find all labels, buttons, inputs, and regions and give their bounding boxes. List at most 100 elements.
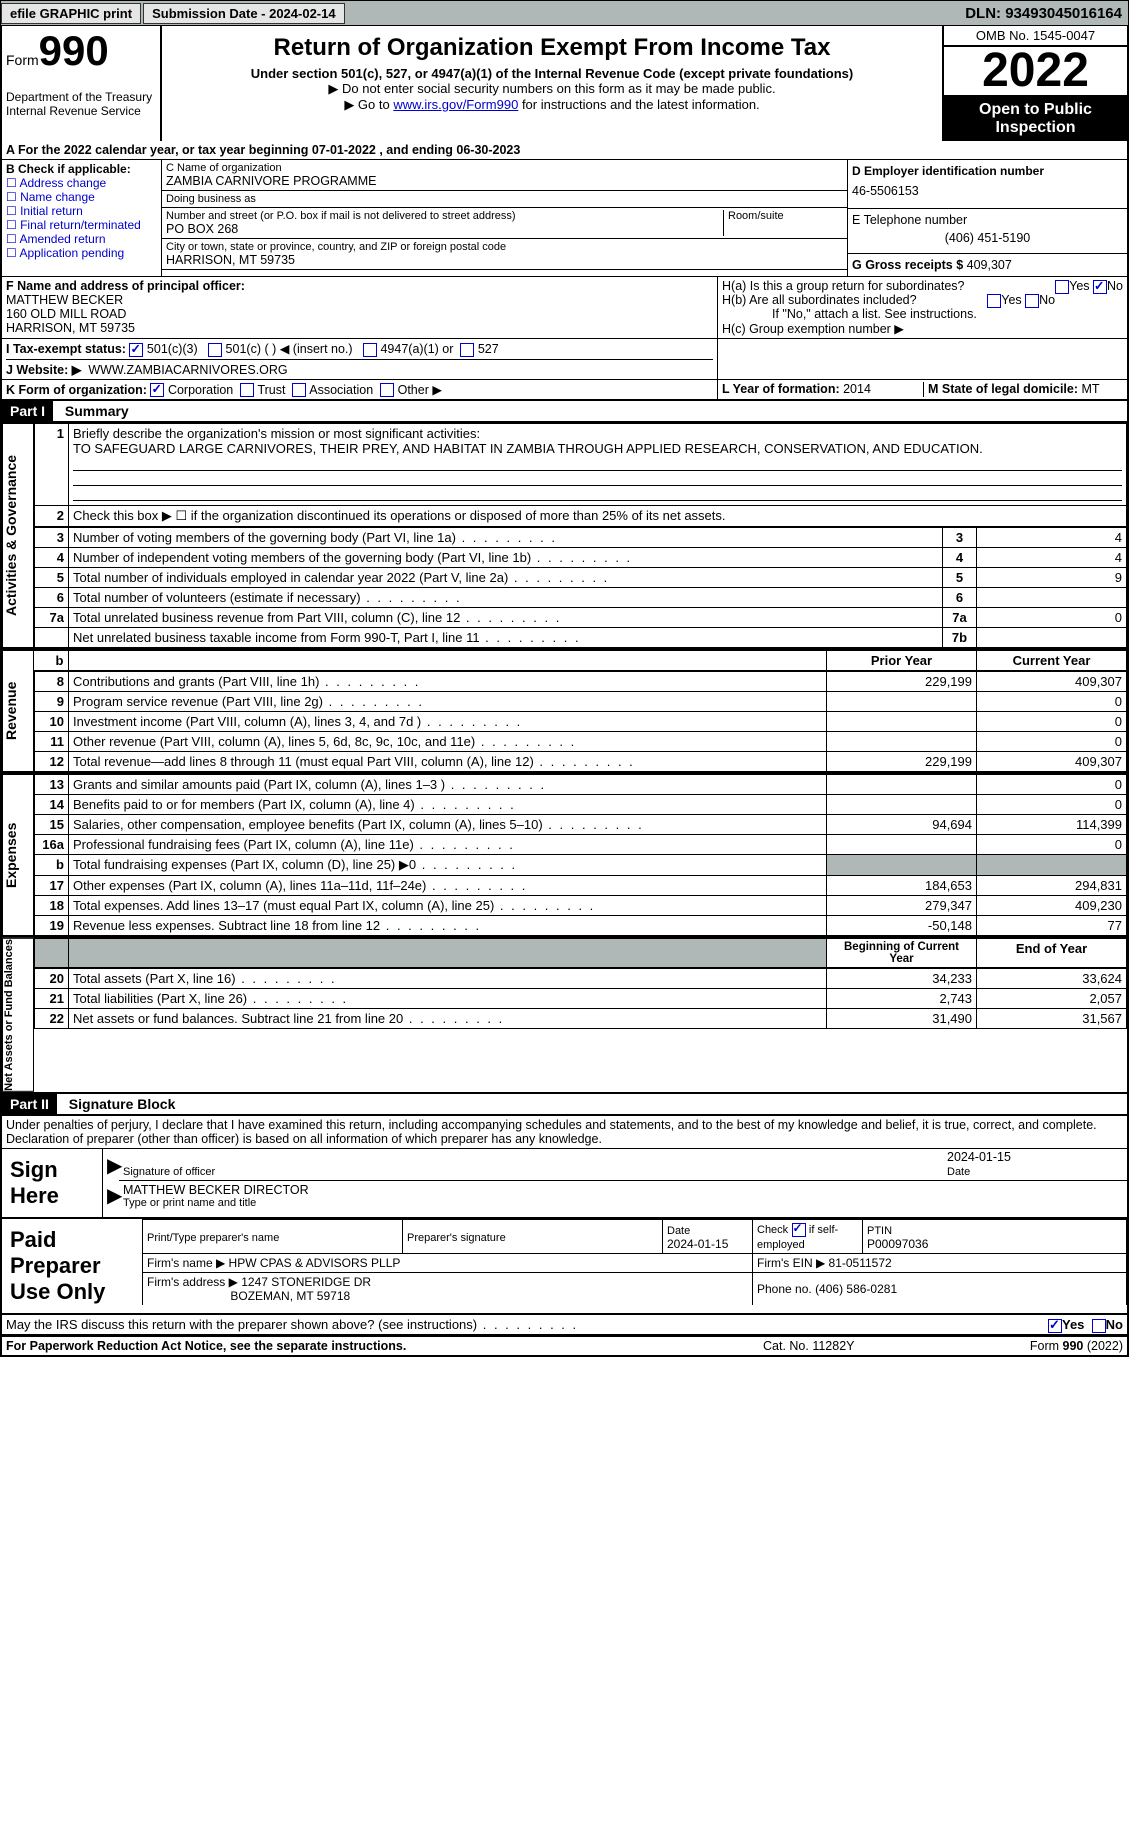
chk-name-change[interactable]: ☐ Name change [6, 190, 157, 204]
page-footer: For Paperwork Reduction Act Notice, see … [0, 1336, 1129, 1357]
net-assets-block: Net Assets or Fund Balances Beginning of… [0, 938, 1129, 1094]
j-website: J Website: ▶ WWW.ZAMBIACARNIVORES.ORG [6, 359, 713, 377]
e-phone-value: (406) 451-5190 [852, 227, 1123, 249]
hdr-prior-year: Prior Year [827, 651, 977, 671]
sig-officer-label: Signature of officer [123, 1166, 943, 1178]
chk-final-return[interactable]: ☐ Final return/terminated [6, 218, 157, 232]
table-row: 15Salaries, other compensation, employee… [35, 815, 1127, 835]
sign-here-label: Sign Here [2, 1149, 102, 1217]
part2-header: Part II Signature Block [0, 1094, 1129, 1116]
col-d-e-g: D Employer identification number 46-5506… [847, 160, 1127, 276]
irs-link[interactable]: www.irs.gov/Form990 [393, 97, 518, 112]
c-street-value: PO BOX 268 [166, 222, 723, 236]
i-501c-checkbox[interactable] [208, 343, 222, 357]
table-row: 14Benefits paid to or for members (Part … [35, 795, 1127, 815]
table-row: 16aProfessional fundraising fees (Part I… [35, 835, 1127, 855]
dln-label: DLN: 93493045016164 [965, 5, 1128, 22]
h-b-note: If "No," attach a list. See instructions… [722, 307, 1123, 321]
k-other-checkbox[interactable] [380, 383, 394, 397]
sig-arrow-icon: ▶ [107, 1153, 122, 1178]
d-ein-value: 46-5506153 [852, 178, 1123, 204]
h-a-row: H(a) Is this a group return for subordin… [722, 279, 1123, 293]
k-corp-checkbox[interactable] [150, 383, 164, 397]
row-f-h: F Name and address of principal officer:… [2, 276, 1127, 338]
may-yes-checkbox[interactable] [1048, 1319, 1062, 1333]
form-note-ssn: ▶ Do not enter social security numbers o… [168, 81, 936, 97]
l1-label: Briefly describe the organization's miss… [73, 426, 480, 441]
prep-phone: (406) 586-0281 [815, 1282, 897, 1296]
goto-prefix: ▶ Go to [344, 97, 393, 112]
table-row: 10Investment income (Part VIII, column (… [35, 712, 1127, 732]
table-row: 13Grants and similar amounts paid (Part … [35, 775, 1127, 795]
table-row: bTotal fundraising expenses (Part IX, co… [35, 855, 1127, 876]
c-city-value: HARRISON, MT 59735 [166, 253, 843, 267]
form-header: Form990 Department of the Treasury Inter… [0, 26, 1129, 141]
i-4947-checkbox[interactable] [363, 343, 377, 357]
col-b-checkboxes: B Check if applicable: ☐ Address change … [2, 160, 162, 276]
k-assoc-checkbox[interactable] [292, 383, 306, 397]
may-no-checkbox[interactable] [1092, 1319, 1106, 1333]
paid-preparer-block: Paid Preparer Use Only Print/Type prepar… [0, 1219, 1129, 1315]
submission-date-button[interactable]: Submission Date - 2024-02-14 [143, 3, 345, 24]
form-note-link: ▶ Go to www.irs.gov/Form990 for instruct… [168, 97, 936, 113]
l1-mission: TO SAFEGUARD LARGE CARNIVORES, THEIR PRE… [73, 441, 983, 456]
hb-no-checkbox[interactable] [1025, 294, 1039, 308]
chk-amended-return[interactable]: ☐ Amended return [6, 232, 157, 246]
tax-year: 2022 [944, 47, 1127, 97]
table-row: 8Contributions and grants (Part VIII, li… [35, 672, 1127, 692]
chk-application-pending[interactable]: ☐ Application pending [6, 246, 157, 260]
top-toolbar: efile GRAPHIC print Submission Date - 20… [0, 0, 1129, 26]
table-row: Net unrelated business taxable income fr… [35, 628, 1127, 648]
sig-arrow-icon-2: ▶ [107, 1183, 122, 1208]
form-subtitle: Under section 501(c), 527, or 4947(a)(1)… [168, 66, 936, 81]
i-527-checkbox[interactable] [460, 343, 474, 357]
chk-address-change[interactable]: ☐ Address change [6, 176, 157, 190]
d-ein-label: D Employer identification number [852, 164, 1123, 178]
prep-self-employed-checkbox[interactable] [792, 1223, 806, 1237]
part2-badge: Part II [2, 1094, 57, 1114]
ha-yes-checkbox[interactable] [1055, 280, 1069, 294]
part2-title: Signature Block [61, 1096, 176, 1112]
footer-catno: Cat. No. 11282Y [763, 1339, 963, 1353]
sig-date-label: Date [947, 1166, 970, 1178]
sig-declaration-text: Under penalties of perjury, I declare th… [2, 1116, 1127, 1149]
goto-suffix: for instructions and the latest informat… [518, 97, 759, 112]
row-a-tax-year: A For the 2022 calendar year, or tax yea… [2, 141, 1127, 160]
entity-info-block: A For the 2022 calendar year, or tax yea… [0, 141, 1129, 401]
part1-title: Summary [57, 403, 129, 419]
table-row: 17Other expenses (Part IX, column (A), l… [35, 876, 1127, 896]
paid-preparer-label: Paid Preparer Use Only [2, 1219, 142, 1313]
table-row: 21Total liabilities (Part X, line 26)2,7… [35, 989, 1127, 1009]
hdr-current-year: Current Year [977, 651, 1127, 671]
sig-date-value: 2024-01-15 [947, 1150, 1011, 1164]
ha-no-checkbox[interactable] [1093, 280, 1107, 294]
k-trust-checkbox[interactable] [240, 383, 254, 397]
f-officer-name: MATTHEW BECKER [6, 293, 713, 307]
table-row: 20Total assets (Part X, line 16)34,23333… [35, 969, 1127, 989]
f-officer-addr2: HARRISON, MT 59735 [6, 321, 713, 335]
revenue-block: Revenue b Prior Year Current Year 8Contr… [0, 650, 1129, 774]
side-label-exp: Expenses [2, 774, 34, 936]
table-row: 7aTotal unrelated business revenue from … [35, 608, 1127, 628]
chk-initial-return[interactable]: ☐ Initial return [6, 204, 157, 218]
f-officer-label: F Name and address of principal officer: [6, 279, 713, 293]
efile-print-button[interactable]: efile GRAPHIC print [1, 3, 141, 24]
table-row: 12Total revenue—add lines 8 through 11 (… [35, 752, 1127, 772]
row-k-l-m: K Form of organization: Corporation Trus… [2, 379, 1127, 400]
col-c-org-info: C Name of organization ZAMBIA CARNIVORE … [162, 160, 847, 276]
table-row: 22Net assets or fund balances. Subtract … [35, 1009, 1127, 1029]
prep-date: 2024-01-15 [667, 1237, 728, 1251]
prep-ptin: P00097036 [867, 1237, 928, 1251]
footer-paperwork: For Paperwork Reduction Act Notice, see … [6, 1339, 763, 1353]
prep-ein: 81-0511572 [829, 1256, 892, 1270]
part1-header: Part I Summary [0, 401, 1129, 423]
expenses-block: Expenses 13Grants and similar amounts pa… [0, 774, 1129, 938]
hb-yes-checkbox[interactable] [987, 294, 1001, 308]
i-501c3-checkbox[interactable] [129, 343, 143, 357]
table-row: 3Number of voting members of the governi… [35, 528, 1127, 548]
side-label-rev: Revenue [2, 650, 34, 772]
form-label: Form [6, 52, 39, 68]
sig-name-value: MATTHEW BECKER DIRECTOR [123, 1183, 1123, 1197]
activities-governance-block: Activities & Governance 1 Briefly descri… [0, 423, 1129, 650]
hdr-begin-year: Beginning of Current Year [827, 939, 977, 968]
